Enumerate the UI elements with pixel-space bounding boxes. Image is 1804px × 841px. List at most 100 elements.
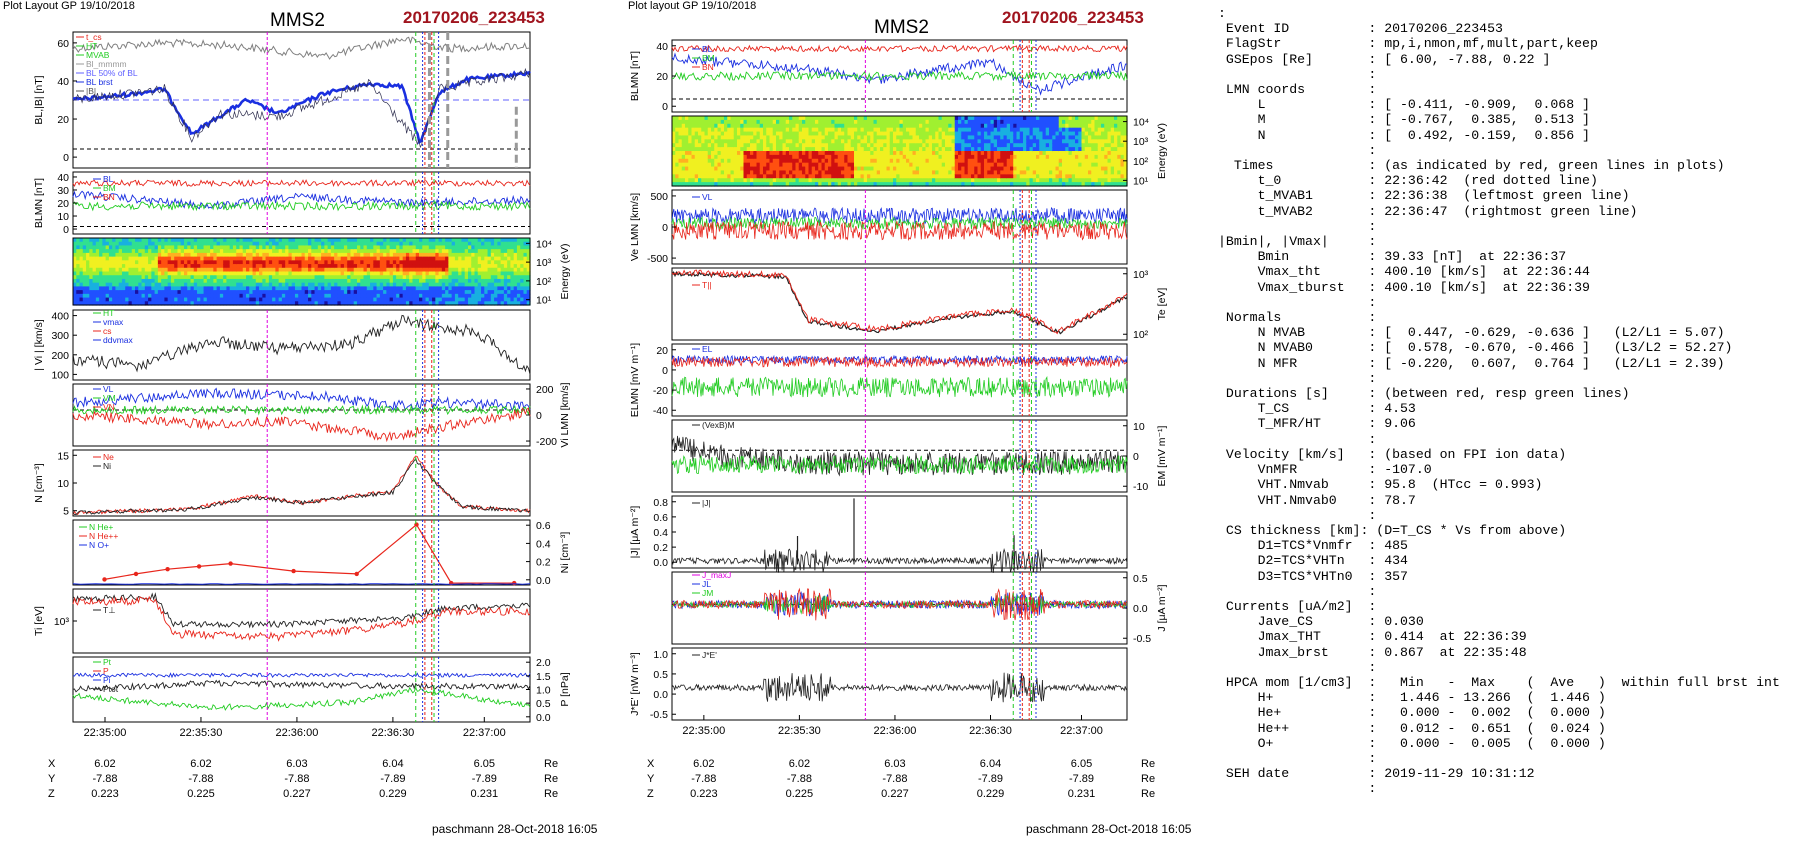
spectrogram-cell bbox=[177, 282, 182, 287]
spectrogram-cell bbox=[1013, 127, 1018, 133]
spectrogram-cell bbox=[236, 264, 241, 269]
spectrogram-cell bbox=[183, 256, 188, 261]
spectrogram-cell bbox=[229, 282, 234, 287]
spectrogram-cell bbox=[883, 151, 888, 156]
spectrogram-cell bbox=[922, 147, 927, 152]
spectrogram-cell bbox=[86, 278, 90, 284]
spectrogram-cell bbox=[226, 267, 231, 273]
spectrogram-cell bbox=[294, 245, 299, 250]
spectrogram-cell bbox=[948, 127, 953, 133]
spectrogram-cell bbox=[802, 162, 806, 168]
spectrogram-cell bbox=[909, 158, 914, 164]
spectrogram-cell bbox=[428, 245, 433, 250]
spectrogram-cell bbox=[893, 139, 897, 144]
spectrogram-cell bbox=[226, 241, 231, 247]
spectrogram-cell bbox=[389, 282, 394, 287]
spectrogram-cell bbox=[121, 271, 126, 276]
spectrogram-cell bbox=[513, 293, 518, 299]
legend-entry: cs bbox=[103, 326, 112, 336]
spectrogram-cell bbox=[824, 131, 829, 137]
spectrogram-cell bbox=[213, 264, 218, 269]
spectrogram-cell bbox=[974, 135, 979, 140]
spectrogram-cell bbox=[854, 127, 858, 133]
spectrogram-cell bbox=[203, 245, 208, 250]
spectrogram-cell bbox=[707, 116, 712, 121]
spectrogram-cell bbox=[474, 241, 479, 247]
spectrogram-cell bbox=[526, 267, 531, 273]
spectrogram-cell bbox=[239, 245, 244, 250]
spectrogram-cell bbox=[458, 301, 463, 306]
spectrogram-cell bbox=[753, 154, 758, 160]
spectrogram-cell bbox=[763, 123, 767, 129]
spectrogram-cell bbox=[854, 147, 858, 152]
spectrogram-cell bbox=[980, 119, 985, 125]
spectrogram-cell bbox=[984, 131, 988, 137]
spectrogram-cell bbox=[197, 278, 201, 284]
spectrogram-cell bbox=[1000, 139, 1005, 144]
spectrogram-cell bbox=[753, 139, 758, 144]
spectrogram-cell bbox=[909, 119, 914, 125]
spectrogram-cell bbox=[405, 286, 410, 291]
spectrogram-cell bbox=[1042, 174, 1047, 179]
spectrogram-cell bbox=[958, 116, 962, 121]
spectrogram-cell bbox=[471, 245, 476, 250]
spectrogram-cell bbox=[89, 290, 94, 295]
spectrogram-cell bbox=[448, 286, 453, 291]
spectrogram-cell bbox=[350, 245, 355, 250]
spectrogram-cell bbox=[753, 182, 758, 187]
spectrogram-cell bbox=[1006, 162, 1011, 168]
spectrogram-cell bbox=[795, 162, 800, 168]
spectrogram-cell bbox=[203, 282, 208, 287]
spectrogram-cell bbox=[841, 116, 845, 121]
spectrogram-cell bbox=[389, 245, 394, 250]
spectrogram-cell bbox=[808, 166, 813, 172]
spectrogram-cell bbox=[419, 252, 423, 258]
spectrogram-cell bbox=[1000, 158, 1005, 164]
spectrogram-cell bbox=[236, 267, 241, 273]
spectrogram-cell bbox=[789, 151, 793, 156]
spectrogram-cell bbox=[487, 256, 492, 261]
spectrogram-cell bbox=[932, 174, 936, 179]
spectrogram-cell bbox=[974, 143, 979, 148]
spectrogram-cell bbox=[347, 271, 352, 276]
spectrogram-cell bbox=[76, 271, 81, 276]
spectrogram-cell bbox=[1019, 139, 1024, 144]
spectrogram-cell bbox=[902, 182, 907, 187]
spectrogram-cell bbox=[223, 293, 228, 299]
spectrogram-cell bbox=[415, 249, 420, 254]
spectrogram-cell bbox=[102, 278, 107, 284]
spectrogram-cell bbox=[993, 131, 998, 137]
spectrogram-cell bbox=[265, 271, 270, 276]
spectrogram-cell bbox=[340, 245, 345, 250]
spectrogram-cell bbox=[867, 123, 871, 129]
spectrogram-cell bbox=[766, 154, 771, 160]
spectrogram-cell bbox=[121, 297, 126, 302]
spectrogram-cell bbox=[259, 301, 263, 306]
spectrogram-cell bbox=[1058, 151, 1063, 156]
spectrogram-cell bbox=[82, 271, 87, 276]
spectrogram-cell bbox=[772, 154, 777, 160]
spectrogram-cell bbox=[128, 267, 133, 273]
spectrogram-cell bbox=[701, 131, 706, 137]
spectrogram-cell bbox=[197, 249, 201, 254]
spectrogram-cell bbox=[740, 119, 745, 125]
spectrogram-cell bbox=[79, 301, 84, 306]
spectrogram-cell bbox=[170, 275, 175, 280]
spectrogram-cell bbox=[844, 158, 849, 164]
spectrogram-cell bbox=[200, 275, 205, 280]
spectrogram-cell bbox=[425, 238, 430, 243]
spectrogram-cell bbox=[370, 275, 374, 280]
spectrogram-cell bbox=[376, 241, 381, 247]
spectrogram-cell bbox=[945, 182, 949, 187]
spectrogram-cell bbox=[190, 249, 195, 254]
spectrogram-cell bbox=[144, 271, 149, 276]
spectrogram-cell bbox=[288, 245, 293, 250]
spectrogram-cell bbox=[922, 154, 927, 160]
spectrogram-cell bbox=[1006, 178, 1011, 183]
spectrogram-cell bbox=[776, 174, 780, 179]
spectrogram-cell bbox=[893, 151, 897, 156]
spectrogram-cell bbox=[425, 256, 430, 261]
spectrogram-cell bbox=[958, 135, 962, 140]
spectrogram-cell bbox=[200, 260, 205, 265]
spectrogram-cell bbox=[938, 166, 943, 172]
